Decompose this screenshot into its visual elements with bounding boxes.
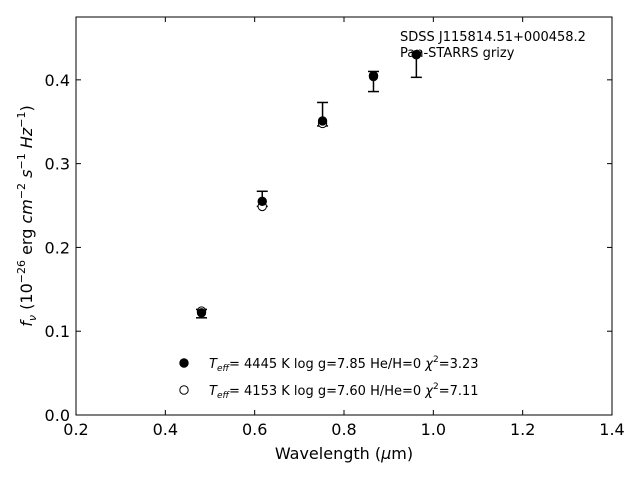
x-tick-label: 1.0 xyxy=(421,420,446,439)
model-point-filled xyxy=(317,116,328,126)
model-point-filled xyxy=(368,70,379,81)
y-tick-label: 0.1 xyxy=(45,322,70,341)
legend-entry: Teff= 4153 K log g=7.60 H/He=0 χ2=7.11 xyxy=(209,382,479,401)
data-points xyxy=(196,50,422,318)
y-tick-label: 0.2 xyxy=(45,238,70,257)
model-point-filled xyxy=(196,308,207,318)
y-axis-label: fν (10−26 erg cm−2 s−1 Hz−1) xyxy=(15,105,39,326)
x-tick-label: 0.2 xyxy=(63,420,88,439)
x-tick-label: 1.2 xyxy=(510,420,535,439)
x-tick-label: 1.4 xyxy=(599,420,624,439)
model-point-filled xyxy=(257,196,267,207)
annotation-survey-name: Pan-STARRS grizy xyxy=(400,46,515,61)
legend: Teff= 4445 K log g=7.85 He/H=0 χ2=3.23 Te… xyxy=(179,355,479,401)
axis-ticks: 0.2 0.4 0.6 0.8 1.0 1.2 1.4 0.0 0.1 0.2 0.3 0.4 xyxy=(45,17,625,439)
x-tick-label: 0.4 xyxy=(153,420,178,439)
x-tick-label: 0.6 xyxy=(242,420,267,439)
legend-marker-open xyxy=(179,385,189,395)
annotation-object-name: SDSS J115814.51+000458.2 xyxy=(400,30,586,45)
x-tick-label: 0.8 xyxy=(331,420,356,439)
y-tick-label: 0.3 xyxy=(45,155,70,174)
model-point-filled xyxy=(411,50,422,60)
legend-entry: Teff= 4445 K log g=7.85 He/H=0 χ2=3.23 xyxy=(209,355,479,374)
y-tick-label: 0.4 xyxy=(45,71,70,90)
x-axis-label: Wavelength (μm) xyxy=(275,444,413,463)
y-tick-label: 0.0 xyxy=(45,406,70,425)
legend-marker-filled xyxy=(179,358,189,368)
